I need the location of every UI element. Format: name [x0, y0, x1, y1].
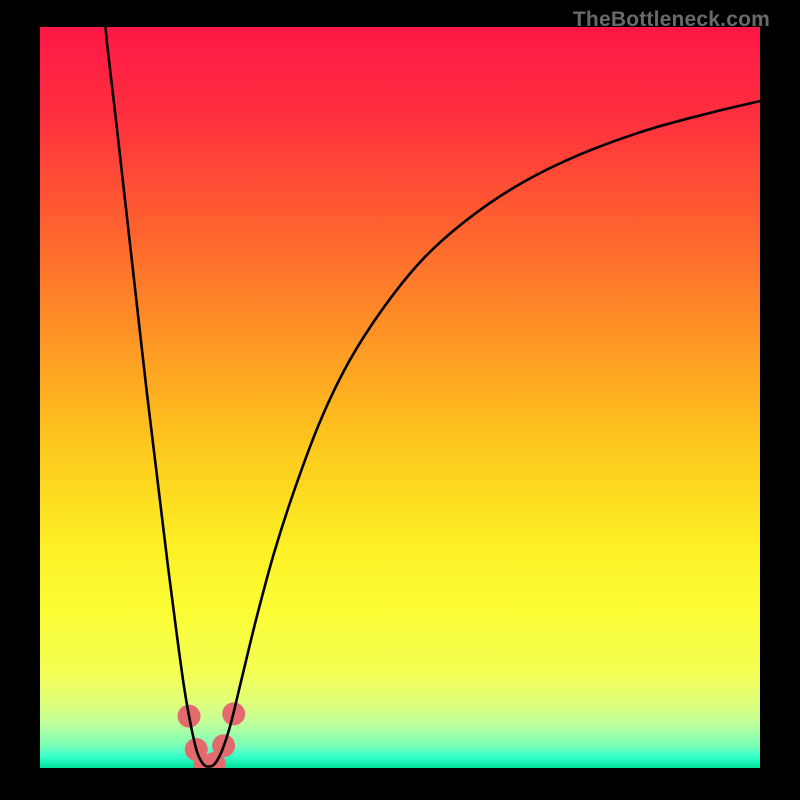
chart-stage: TheBottleneck.com [0, 0, 800, 800]
bottleneck-chart [0, 0, 800, 800]
